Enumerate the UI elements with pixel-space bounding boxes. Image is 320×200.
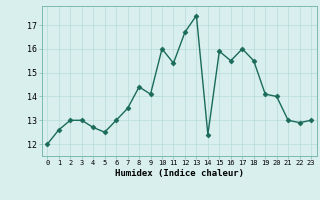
X-axis label: Humidex (Indice chaleur): Humidex (Indice chaleur) (115, 169, 244, 178)
